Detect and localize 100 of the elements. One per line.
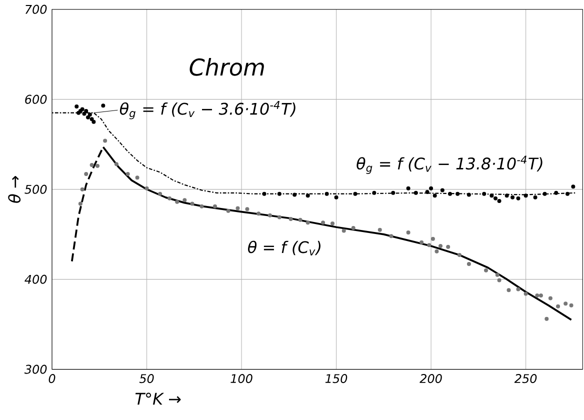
point [168, 196, 172, 200]
point [226, 208, 230, 213]
point [80, 187, 84, 192]
x-tick-label: 250 [514, 374, 537, 384]
point [516, 287, 520, 292]
point [406, 230, 410, 235]
point [482, 192, 486, 196]
point [324, 192, 329, 196]
point [292, 192, 297, 197]
point [391, 190, 396, 195]
point [556, 304, 560, 308]
point [466, 262, 471, 266]
point [516, 196, 520, 200]
annotation: θ = f (C$_{v}$) [248, 240, 320, 256]
point [84, 172, 88, 176]
point [571, 184, 576, 189]
point [268, 213, 272, 218]
y-tick-label: 500 [24, 184, 47, 194]
point [334, 195, 338, 200]
point [372, 190, 376, 195]
point [298, 218, 302, 222]
point [95, 164, 100, 168]
point [446, 244, 450, 249]
point [456, 192, 460, 196]
x-tick-label: 150 [325, 374, 348, 384]
x-tick-label: 100 [230, 374, 252, 384]
point [101, 104, 106, 108]
point [544, 316, 549, 321]
point [190, 202, 194, 206]
x-tick-label: 0 [48, 374, 56, 384]
point [457, 253, 462, 258]
point [554, 190, 558, 195]
point [524, 194, 528, 198]
point [342, 228, 346, 233]
point [440, 188, 444, 192]
point [425, 190, 430, 194]
point [429, 186, 434, 190]
y-axis-title: θ → [8, 176, 21, 203]
point [90, 117, 94, 122]
point [420, 240, 424, 244]
point [126, 172, 130, 176]
point [245, 207, 250, 212]
point [135, 176, 140, 180]
point [175, 200, 180, 204]
point [353, 192, 358, 196]
point [262, 192, 266, 196]
point [82, 112, 86, 116]
annotation: Chrom [190, 58, 264, 76]
point [212, 204, 217, 208]
point [434, 249, 439, 254]
y-tick-label: 300 [24, 364, 47, 374]
point [484, 268, 488, 272]
y-tick-label: 700 [26, 4, 47, 14]
point [430, 236, 435, 241]
point [277, 192, 282, 196]
point [569, 303, 574, 308]
point [236, 206, 240, 210]
point [538, 294, 543, 298]
point [535, 294, 540, 298]
point [497, 199, 502, 204]
annotation: θ$_{g}$ = f (C$_{v}$ − 3.6·10$^{-4}$T) [120, 101, 296, 120]
point [548, 296, 552, 300]
point [88, 112, 92, 117]
point [448, 192, 452, 196]
point [321, 220, 326, 225]
point [200, 204, 204, 208]
point [86, 115, 90, 120]
point [74, 104, 79, 109]
x-axis-title: T°K → [135, 392, 181, 405]
x-tick-label: 200 [420, 374, 442, 384]
point [524, 292, 528, 296]
point [182, 198, 187, 202]
point [564, 302, 568, 306]
point [427, 243, 432, 248]
point [90, 163, 94, 168]
point [438, 244, 443, 248]
point [158, 192, 162, 196]
point [542, 192, 547, 196]
point [510, 195, 515, 200]
point [306, 194, 310, 198]
point [497, 278, 502, 282]
point [504, 194, 509, 198]
point [78, 202, 82, 206]
point [533, 195, 538, 200]
point [493, 196, 498, 200]
point [306, 220, 310, 225]
point [406, 186, 410, 190]
y-tick-label: 600 [25, 94, 47, 104]
point [277, 215, 282, 220]
point [144, 186, 149, 190]
point [351, 226, 356, 230]
y-tick-label: 400 [24, 274, 47, 284]
point [103, 138, 108, 143]
x-tick-label: 50 [139, 374, 154, 384]
point [566, 192, 570, 196]
point [114, 162, 118, 166]
point [414, 190, 418, 195]
point [432, 194, 437, 198]
point [506, 288, 511, 292]
annotation: θ$_{g}$ = f (C$_{v}$ − 13.8·10$^{-4}$T) [356, 156, 542, 174]
